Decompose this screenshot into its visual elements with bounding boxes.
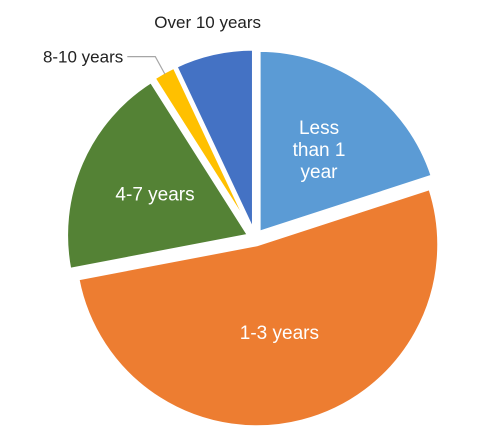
- slice-label-line: year: [301, 162, 339, 183]
- pie-slice-2: [65, 80, 251, 271]
- slice-label-1: 1-3 years: [240, 323, 319, 344]
- leader-line-3: [127, 56, 166, 75]
- slice-label-line: 8-10 years: [43, 48, 123, 67]
- slice-label-line: Over 10 years: [154, 13, 261, 32]
- pie-slice-0: [257, 48, 434, 234]
- slice-label-3: 8-10 years: [43, 48, 123, 67]
- slice-label-line: Less: [299, 118, 339, 139]
- pie-slices: [65, 47, 441, 429]
- leader-lines: [127, 56, 166, 75]
- slice-label-0: Less than 1 year: [293, 118, 346, 183]
- slice-label-line: 1-3 years: [240, 323, 319, 344]
- slice-label-2: 4-7 years: [115, 185, 194, 206]
- slice-label-line: 4-7 years: [115, 185, 194, 206]
- slice-labels: Less than 1 year 1-3 years 4-7 years 8-10 yea…: [43, 13, 345, 344]
- slice-label-4: Over 10 years: [154, 13, 261, 32]
- pie-slice-4: [174, 47, 255, 233]
- slice-label-line: than 1: [293, 140, 346, 161]
- pie-slice-1: [76, 187, 441, 429]
